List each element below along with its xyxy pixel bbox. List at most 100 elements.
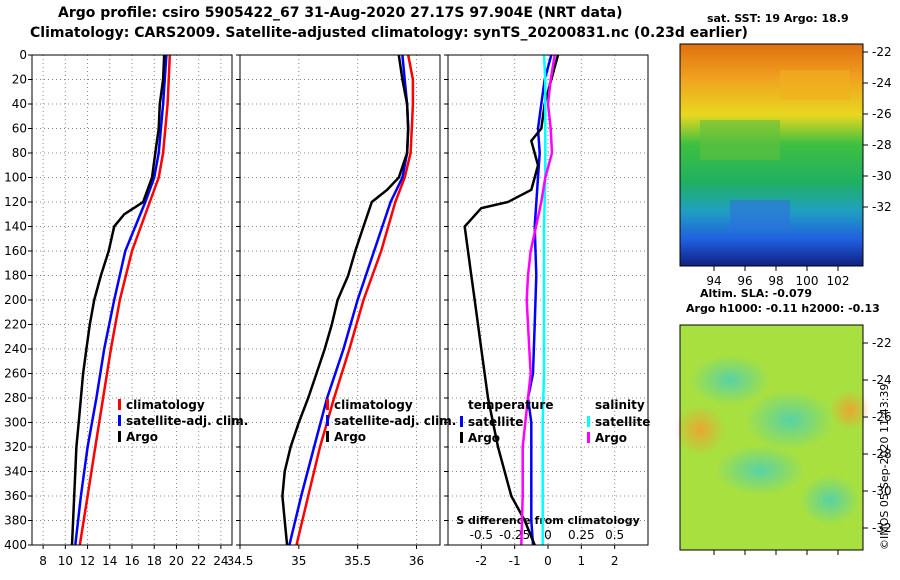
sst-x-tick-label: 96: [737, 274, 752, 288]
sst-patch: [780, 70, 850, 100]
legend-swatch: [326, 431, 329, 442]
sla-title-line-2: Argo h1000: -0.11 h2000: -0.13: [686, 302, 880, 315]
panel-frame: [447, 54, 649, 546]
y-tick-label: 200: [4, 293, 27, 307]
y-tick-label: 320: [4, 440, 27, 454]
sla-map-frame: [679, 324, 864, 551]
legend-swatch: [326, 415, 329, 426]
legend-swatch: [460, 432, 463, 443]
sst-y-tick-label: -22: [872, 45, 892, 59]
legend-heading: temperature: [468, 398, 553, 412]
legend-swatch: [118, 431, 121, 442]
legend-label: climatology: [126, 398, 205, 412]
legend-label: satellite-adj. clim.: [334, 414, 456, 428]
x-tick-label: 12: [80, 554, 95, 568]
sst-y-tick-label: -28: [872, 138, 892, 152]
sla-blob: [830, 390, 870, 430]
legend-label: Argo: [334, 430, 366, 444]
y-tick-label: 120: [4, 195, 27, 209]
series-line-argo: [281, 54, 410, 546]
legend-label: climatology: [334, 398, 413, 412]
y-tick-label: 400: [4, 538, 27, 552]
y-tick-label: 260: [4, 367, 27, 381]
s-tick-label: -0.25: [499, 528, 530, 542]
y-tick-label: 180: [4, 269, 27, 283]
legend-label: Argo: [126, 430, 158, 444]
sla-axes: -22 -24 -26 -28 -30 -32: [713, 336, 892, 555]
sla-y-tick-label: -26: [872, 410, 892, 424]
salinity-panel: 34.5 35 35.5 36 climatology satellite-adj. cl…: [227, 54, 456, 568]
sla-blob: [675, 405, 725, 455]
s-tick-label: 0: [544, 528, 552, 542]
sla-y-tick-label: -24: [872, 373, 892, 387]
y-tick-label: 360: [4, 489, 27, 503]
sst-y-tick-label: -30: [872, 169, 892, 183]
watermark: ©IMOS 05-Sep-2020 11:43:39: [878, 383, 891, 550]
sst-x-tick-label: 100: [796, 274, 819, 288]
sst-patch: [700, 120, 780, 160]
series-line-temperature-satellite: [526, 54, 553, 546]
sla-map: [675, 324, 870, 551]
x-tick-label: 22: [191, 554, 206, 568]
sst-map: [679, 43, 864, 267]
sst-axes: -22 -24 -26 -28 -30 -32 94 96 98 100 102: [706, 45, 891, 288]
sla-y-tick-label: -22: [872, 336, 892, 350]
sst-x-tick-label: 102: [827, 274, 850, 288]
legend-swatch: [587, 432, 590, 443]
x-tick-label: 2: [611, 554, 619, 568]
title-line-2: Climatology: CARS2009. Satellite-adjuste…: [30, 25, 748, 41]
legend-label: satellite: [595, 415, 650, 429]
x-tick-label: 34.5: [227, 554, 254, 568]
y-tick-label: 20: [12, 73, 27, 87]
panel-frame: [31, 54, 233, 546]
s-tick-label: -0.5: [470, 528, 493, 542]
sst-title: sat. SST: 19 Argo: 18.9: [707, 12, 849, 25]
series-line-salinity-argo: [520, 54, 556, 546]
x-tick-label: 20: [169, 554, 184, 568]
y-tick-label: 240: [4, 342, 27, 356]
s-tick-label: 0.5: [605, 528, 624, 542]
series-line-argo: [70, 54, 166, 546]
x-tick-label: -2: [475, 554, 487, 568]
y-tick-label: 80: [12, 146, 27, 160]
y-tick-label: 220: [4, 318, 27, 332]
x-tick-label: 35: [291, 554, 306, 568]
sla-blob: [800, 475, 860, 525]
legend-heading: salinity: [595, 398, 645, 412]
series-line-satellite-adj-clim-: [74, 54, 168, 546]
y-tick-label: 60: [12, 122, 27, 136]
series-line-salinity-satellite: [541, 54, 547, 545]
x-tick-label: 35.5: [344, 554, 371, 568]
legend-swatch: [118, 415, 121, 426]
y-tick-label: 300: [4, 416, 27, 430]
sst-x-tick-label: 98: [768, 274, 783, 288]
sst-y-tick-label: -26: [872, 107, 892, 121]
series-line-temperature-argo: [463, 54, 560, 546]
sla-blob: [690, 355, 770, 405]
sla-title-line-1: Altim. SLA: -0.079: [700, 287, 813, 300]
x-tick-label: 36: [409, 554, 424, 568]
y-tick-label: 0: [19, 48, 27, 62]
x-tick-label: 24: [213, 554, 228, 568]
legend-swatch: [460, 416, 463, 427]
y-tick-label: 140: [4, 220, 27, 234]
y-tick-label: 100: [4, 171, 27, 185]
s-axis-label: S difference from climatology: [456, 514, 640, 527]
x-tick-label: 10: [58, 554, 73, 568]
s-tick-label: 0.25: [568, 528, 595, 542]
x-tick-label: 16: [124, 554, 139, 568]
sla-y-tick-label: -32: [872, 521, 892, 535]
series-line-climatology: [78, 54, 172, 546]
sst-patch: [730, 200, 790, 230]
legend-label: satellite: [468, 415, 523, 429]
panel-frame: [239, 54, 441, 546]
x-tick-label: 18: [147, 554, 162, 568]
sla-y-tick-label: -28: [872, 447, 892, 461]
x-tick-label: 1: [578, 554, 586, 568]
sla-blob: [745, 390, 835, 450]
x-tick-label: 14: [102, 554, 117, 568]
series-line-climatology: [295, 54, 415, 546]
y-tick-label: 340: [4, 465, 27, 479]
legend-swatch: [587, 416, 590, 427]
